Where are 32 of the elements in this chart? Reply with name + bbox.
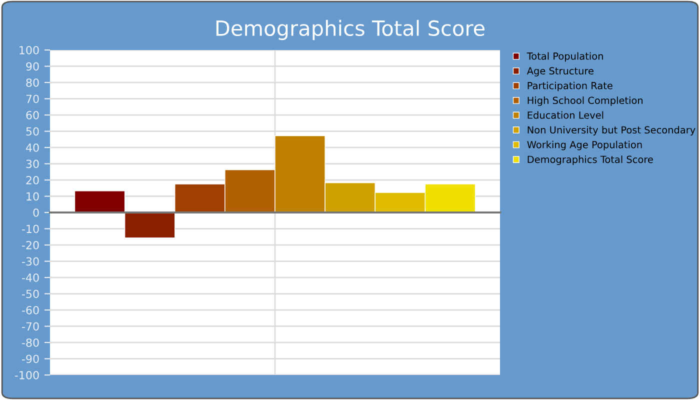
y-tick-label: -100 xyxy=(14,370,39,380)
chart-title: Demographics Total Score xyxy=(216,20,484,40)
legend-label: Non University but Post Secondary xyxy=(528,126,696,136)
y-tick-label: 70 xyxy=(26,94,39,104)
y-tick-label: 0 xyxy=(33,208,39,217)
y-tick-label: 40 xyxy=(26,143,39,152)
legend-label: Working Age Population xyxy=(527,140,642,150)
y-tick-label: -60 xyxy=(22,306,39,314)
y-tick-label: 100 xyxy=(20,46,39,54)
legend-label: Total Population xyxy=(526,52,603,62)
bar xyxy=(124,212,176,238)
y-tick-label: 90 xyxy=(26,62,39,71)
legend-label: Participation Rate xyxy=(528,82,612,92)
y-tick-label: -20 xyxy=(22,240,39,250)
y-tick-label: 30 xyxy=(26,160,39,168)
y-tick-label: -40 xyxy=(22,273,39,282)
y-tick-label: -10 xyxy=(22,224,39,234)
legend-label: Education Level xyxy=(528,111,604,119)
y-tick-label: -80 xyxy=(22,338,39,347)
legend-label: High School Completion xyxy=(528,96,643,106)
y-tick-label: -30 xyxy=(22,257,39,266)
legend-label: Demographics Total Score xyxy=(528,156,653,165)
y-tick-label: 80 xyxy=(26,78,39,87)
y-tick-label: 50 xyxy=(26,127,39,136)
y-tick-label: -70 xyxy=(22,322,39,331)
bar xyxy=(74,190,126,213)
y-tick-label: -90 xyxy=(22,354,39,364)
y-tick-label: 60 xyxy=(26,110,39,120)
y-tick-label: 10 xyxy=(26,192,39,201)
y-tick-label: 20 xyxy=(26,176,39,184)
legend-label: Age Structure xyxy=(526,67,594,76)
y-tick-label: -50 xyxy=(22,290,39,298)
